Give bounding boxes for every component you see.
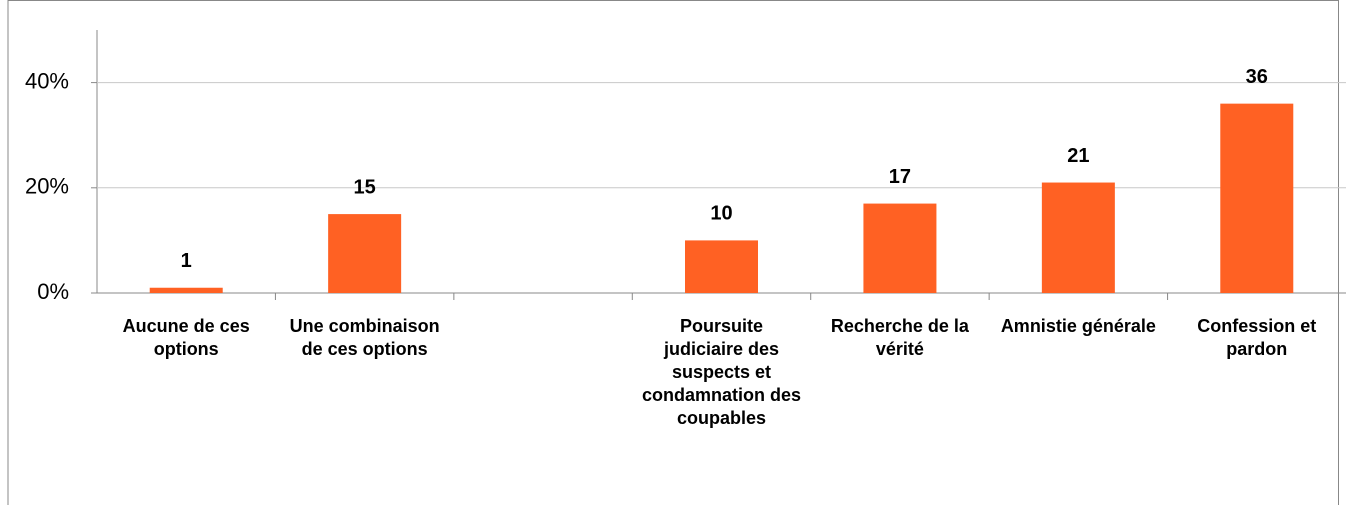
x-tick-label: Confession et pardon <box>1197 316 1317 359</box>
x-tick-label: Poursuite judiciaire des suspects et con… <box>641 316 802 428</box>
data-label: 36 <box>1246 66 1268 88</box>
bar <box>863 203 937 293</box>
y-tick-label: 40% <box>25 68 69 93</box>
data-label: 21 <box>1067 145 1089 167</box>
chart-border <box>7 0 1339 505</box>
bar <box>149 287 223 293</box>
y-tick-label: 20% <box>25 174 69 199</box>
data-label: 10 <box>710 203 732 225</box>
data-label: 1 <box>181 250 192 272</box>
bar <box>328 214 402 293</box>
bar <box>685 240 758 293</box>
bar <box>1041 182 1115 293</box>
x-tick-label: Recherche de la vérité <box>830 316 969 359</box>
x-tick-label: Aucune de ces options <box>122 316 250 359</box>
x-tick-label: Une combinaison de ces options <box>289 316 440 359</box>
bar <box>1220 103 1294 293</box>
data-label: 15 <box>354 176 376 198</box>
data-label: 17 <box>889 166 911 188</box>
y-tick-label: 0% <box>37 279 69 304</box>
x-tick-label: Amnistie générale <box>1000 316 1156 336</box>
